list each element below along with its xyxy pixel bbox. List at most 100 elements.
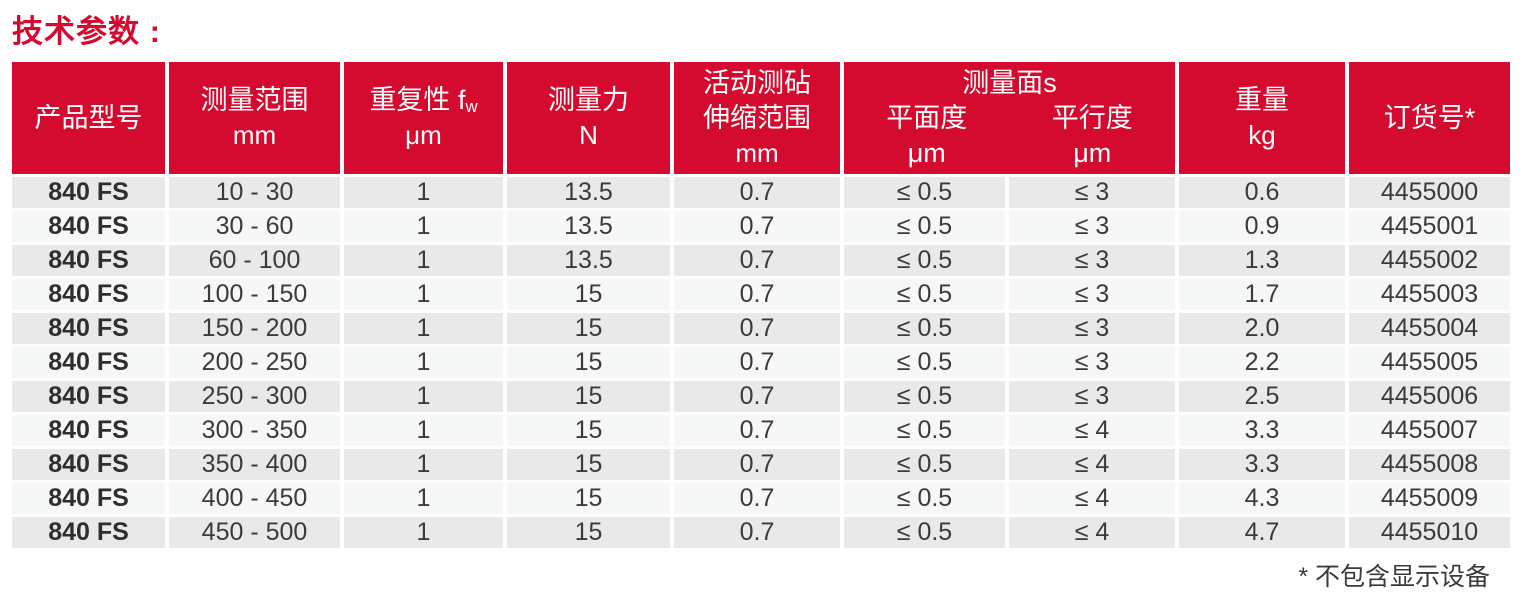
- table-cell: 0.7: [674, 177, 840, 208]
- table-cell: 350 - 400: [169, 449, 340, 480]
- table-cell: 4455000: [1349, 177, 1510, 208]
- col-header-repeatability: 重复性 fw μm: [344, 62, 503, 174]
- table-cell: 0.7: [674, 245, 840, 276]
- table-cell: 4455010: [1349, 517, 1510, 548]
- table-cell: 840 FS: [12, 245, 165, 276]
- table-cell: 1: [344, 279, 503, 310]
- table-cell: ≤ 0.5: [844, 347, 1005, 378]
- col-header-unit: μm: [405, 120, 442, 150]
- table-cell: 10 - 30: [169, 177, 340, 208]
- page-title: 技术参数 :: [12, 14, 161, 49]
- table-cell: ≤ 0.5: [844, 177, 1005, 208]
- table-row: 840 FS 350 - 400 1 15 0.7 ≤ 0.5 ≤ 4 3.3 4455008: [12, 449, 1510, 480]
- table-row: 840 FS 60 - 100 1 13.5 0.7 ≤ 0.5 ≤ 3 1.3 4455002: [12, 245, 1510, 276]
- col-header-anvil-range: 活动测砧 伸缩范围 mm: [674, 62, 840, 174]
- table-cell: 840 FS: [12, 483, 165, 514]
- col-header-label: 重量: [1235, 85, 1289, 115]
- table-cell: 0.6: [1179, 177, 1345, 208]
- table-cell: 840 FS: [12, 211, 165, 242]
- table-cell: ≤ 0.5: [844, 245, 1005, 276]
- table-cell: 1.7: [1179, 279, 1345, 310]
- table-cell: 840 FS: [12, 279, 165, 310]
- table-cell: ≤ 4: [1009, 483, 1175, 514]
- table-cell: ≤ 3: [1009, 347, 1175, 378]
- col-header-unit: N: [579, 120, 598, 150]
- table-cell: 0.9: [1179, 211, 1345, 242]
- table-cell: 0.7: [674, 279, 840, 310]
- col-header-flatness-unit: μm: [907, 137, 946, 168]
- table-cell: 15: [507, 313, 670, 344]
- table-cell: 100 - 150: [169, 279, 340, 310]
- col-header-measuring-force: 测量力 N: [507, 62, 670, 174]
- table-cell: 1: [344, 177, 503, 208]
- table-cell: ≤ 4: [1009, 415, 1175, 446]
- table-cell: 15: [507, 279, 670, 310]
- table-row: 840 FS 250 - 300 1 15 0.7 ≤ 0.5 ≤ 3 2.5 4455006: [12, 381, 1510, 412]
- table-cell: 15: [507, 347, 670, 378]
- col-header-label: 产品型号: [34, 102, 143, 133]
- table-cell: ≤ 3: [1009, 177, 1175, 208]
- col-header-weight: 重量 kg: [1179, 62, 1345, 174]
- header-row: 产品型号 测量范围 mm 重复性 fw μm 测量力 N 活动测砧 伸缩范围 m…: [12, 62, 1510, 174]
- col-header-label: 测量范围: [200, 85, 309, 115]
- spec-table: 产品型号 测量范围 mm 重复性 fw μm 测量力 N 活动测砧 伸缩范围 m…: [8, 59, 1514, 551]
- table-cell: ≤ 0.5: [844, 381, 1005, 412]
- table-cell: 1.3: [1179, 245, 1345, 276]
- table-cell: ≤ 3: [1009, 381, 1175, 412]
- table-cell: 4.7: [1179, 517, 1345, 548]
- table-cell: 0.7: [674, 347, 840, 378]
- table-cell: 1: [344, 449, 503, 480]
- col-header-label: 测量力: [548, 85, 629, 115]
- table-cell: 13.5: [507, 177, 670, 208]
- footnote: * 不包含显示设备: [1298, 563, 1490, 591]
- table-cell: 15: [507, 415, 670, 446]
- table-cell: ≤ 0.5: [844, 279, 1005, 310]
- table-cell: 0.7: [674, 211, 840, 242]
- table-cell: ≤ 0.5: [844, 313, 1005, 344]
- table-cell: 400 - 450: [169, 483, 340, 514]
- table-cell: 0.7: [674, 517, 840, 548]
- table-cell: 2.0: [1179, 313, 1345, 344]
- table-cell: 250 - 300: [169, 381, 340, 412]
- table-cell: 4455005: [1349, 347, 1510, 378]
- col-header-label-line1: 活动测砧: [703, 67, 811, 98]
- table-cell: 3.3: [1179, 415, 1345, 446]
- table-row: 840 FS 300 - 350 1 15 0.7 ≤ 0.5 ≤ 4 3.3 4455007: [12, 415, 1510, 446]
- table-cell: 4.3: [1179, 483, 1345, 514]
- table-cell: 4455008: [1349, 449, 1510, 480]
- table-row: 840 FS 400 - 450 1 15 0.7 ≤ 0.5 ≤ 4 4.3 4455009: [12, 483, 1510, 514]
- table-cell: 13.5: [507, 245, 670, 276]
- table-cell: ≤ 0.5: [844, 211, 1005, 242]
- col-header-measuring-faces-group: 测量面s 平面度 平行度 μm μm: [844, 62, 1175, 174]
- table-cell: 3.3: [1179, 449, 1345, 480]
- table-cell: ≤ 3: [1009, 313, 1175, 344]
- table-cell: ≤ 3: [1009, 211, 1175, 242]
- table-cell: 2.5: [1179, 381, 1345, 412]
- table-row: 840 FS 450 - 500 1 15 0.7 ≤ 0.5 ≤ 4 4.7 4455010: [12, 517, 1510, 548]
- table-cell: ≤ 0.5: [844, 517, 1005, 548]
- table-cell: 200 - 250: [169, 347, 340, 378]
- table-cell: 300 - 350: [169, 415, 340, 446]
- table-cell: 1: [344, 415, 503, 446]
- table-row: 840 FS 200 - 250 1 15 0.7 ≤ 0.5 ≤ 3 2.2 4455005: [12, 347, 1510, 378]
- table-cell: 840 FS: [12, 381, 165, 412]
- col-header-label: 重复性 fw: [369, 85, 478, 116]
- table-body: 840 FS 10 - 30 1 13.5 0.7 ≤ 0.5 ≤ 3 0.6 4455000 8…: [12, 177, 1510, 548]
- table-cell: 4455006: [1349, 381, 1510, 412]
- table-cell: 15: [507, 381, 670, 412]
- col-header-parallelism: 平行度: [1051, 102, 1133, 133]
- col-header-unit: mm: [735, 137, 779, 168]
- group-header-label: 测量面s: [962, 67, 1057, 98]
- table-cell: 0.7: [674, 483, 840, 514]
- table-cell: 1: [344, 483, 503, 514]
- table-cell: 4455002: [1349, 245, 1510, 276]
- table-cell: 840 FS: [12, 347, 165, 378]
- table-cell: 840 FS: [12, 415, 165, 446]
- table-cell: ≤ 4: [1009, 449, 1175, 480]
- table-cell: ≤ 3: [1009, 245, 1175, 276]
- table-cell: 840 FS: [12, 449, 165, 480]
- col-header-unit: mm: [232, 120, 277, 150]
- table-cell: 60 - 100: [169, 245, 340, 276]
- table-cell: ≤ 0.5: [844, 449, 1005, 480]
- table-cell: 2.2: [1179, 347, 1345, 378]
